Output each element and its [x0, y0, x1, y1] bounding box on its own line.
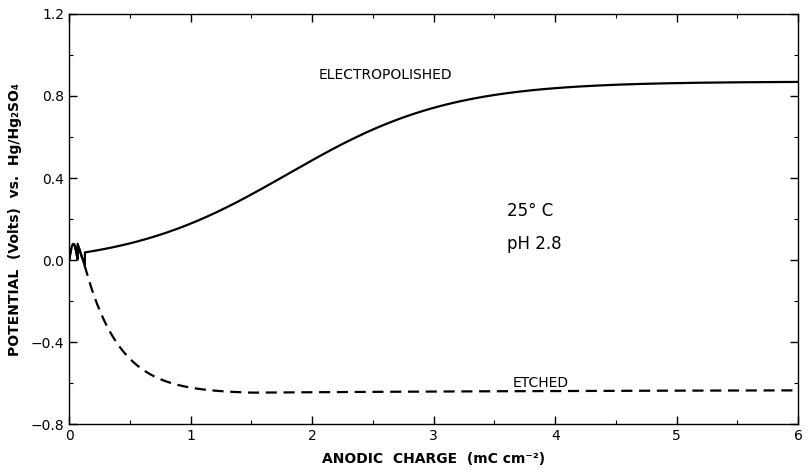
X-axis label: ANODIC  CHARGE  (mC cm⁻²): ANODIC CHARGE (mC cm⁻²) — [322, 452, 545, 465]
Text: ELECTROPOLISHED: ELECTROPOLISHED — [318, 68, 452, 82]
Text: 25° C: 25° C — [507, 202, 553, 220]
Text: ETCHED: ETCHED — [513, 376, 569, 391]
Text: pH 2.8: pH 2.8 — [507, 235, 561, 253]
Y-axis label: POTENTIAL  (Volts)  vs.  Hg/Hg₂SO₄: POTENTIAL (Volts) vs. Hg/Hg₂SO₄ — [8, 82, 23, 356]
